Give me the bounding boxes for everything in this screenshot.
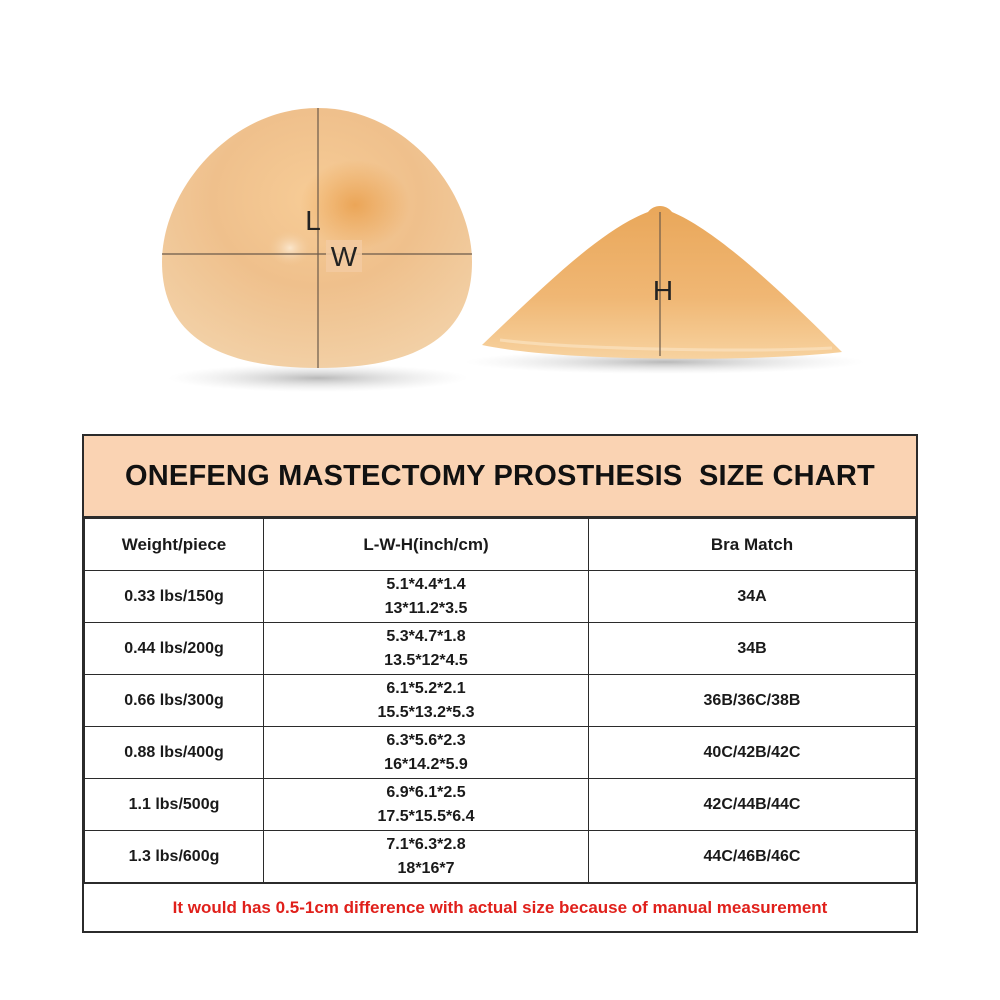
bra-match-cell: 42C/44B/44C: [588, 778, 916, 831]
bra-match-cell: 34A: [588, 570, 916, 623]
dimensions-cell: 6.3*5.6*2.3 16*14.2*5.9: [263, 726, 589, 779]
dimensions-cell: 6.1*5.2*2.1 15.5*13.2*5.3: [263, 674, 589, 727]
length-label: L: [305, 205, 321, 236]
dimensions-inch: 7.1*6.3*2.8: [386, 835, 466, 853]
weight-cell: 1.3 lbs/600g: [84, 830, 264, 883]
dimensions-inch: 5.3*4.7*1.8: [386, 627, 466, 645]
dimensions-cell: 5.3*4.7*1.8 13.5*12*4.5: [263, 622, 589, 675]
dimensions-inch: 6.1*5.2*2.1: [386, 679, 466, 697]
table-row: 0.66 lbs/300g 6.1*5.2*2.1 15.5*13.2*5.3 …: [84, 674, 916, 727]
right-prosthesis-body: [482, 206, 842, 359]
dimensions-cm: 17.5*15.5*6.4: [377, 807, 475, 825]
width-label: W: [331, 241, 358, 272]
table-header-row: Weight/piece L-W-H(inch/cm) Bra Match: [84, 518, 916, 571]
table-row: 1.1 lbs/500g 6.9*6.1*2.5 17.5*15.5*6.4 4…: [84, 778, 916, 831]
dimensions-inch: 6.3*5.6*2.3: [386, 731, 466, 749]
weight-cell: 0.44 lbs/200g: [84, 622, 264, 675]
height-label: H: [653, 275, 673, 306]
left-prosthesis: L W: [162, 108, 472, 392]
left-shadow: [168, 364, 468, 392]
column-header-weight: Weight/piece: [84, 518, 264, 571]
table-row: 0.44 lbs/200g 5.3*4.7*1.8 13.5*12*4.5 34…: [84, 622, 916, 675]
bra-match-cell: 40C/42B/42C: [588, 726, 916, 779]
weight-cell: 0.33 lbs/150g: [84, 570, 264, 623]
column-header-bra-match: Bra Match: [588, 518, 916, 571]
dimensions-cm: 13*11.2*3.5: [384, 599, 468, 617]
prosthesis-images: L W H: [162, 108, 865, 392]
dimensions-inch: 6.9*6.1*2.5: [386, 783, 466, 801]
left-tint: [300, 160, 410, 250]
bra-match-cell: 44C/46B/46C: [588, 830, 916, 883]
size-chart: ONEFENG MASTECTOMY PROSTHESIS SIZE CHART…: [82, 434, 918, 933]
dimensions-cm: 16*14.2*5.9: [384, 755, 468, 773]
dimensions-cm: 18*16*7: [397, 859, 455, 877]
left-prosthesis-body: [162, 108, 472, 368]
column-header-dimensions: L-W-H(inch/cm): [263, 518, 589, 571]
dimensions-cell: 7.1*6.3*2.8 18*16*7: [263, 830, 589, 883]
dimensions-cm: 13.5*12*4.5: [384, 651, 468, 669]
size-chart-title: ONEFENG MASTECTOMY PROSTHESIS SIZE CHART: [84, 436, 916, 518]
right-rim-highlight: [499, 338, 833, 352]
measurement-note: It would has 0.5-1cm difference with act…: [84, 883, 916, 931]
dimensions-cm: 15.5*13.2*5.3: [377, 703, 475, 721]
table-row: 1.3 lbs/600g 7.1*6.3*2.8 18*16*7 44C/46B…: [84, 830, 916, 883]
width-label-bg: [326, 240, 362, 272]
dimensions-cell: 5.1*4.4*1.4 13*11.2*3.5: [263, 570, 589, 623]
weight-cell: 1.1 lbs/500g: [84, 778, 264, 831]
right-prosthesis: H: [465, 206, 865, 374]
dimensions-cell: 6.9*6.1*2.5 17.5*15.5*6.4: [263, 778, 589, 831]
size-table: Weight/piece L-W-H(inch/cm) Bra Match 0.…: [84, 518, 916, 883]
weight-cell: 0.88 lbs/400g: [84, 726, 264, 779]
product-illustration: L W H: [0, 0, 1000, 420]
left-nipple: [268, 230, 312, 266]
bra-match-cell: 34B: [588, 622, 916, 675]
bra-match-cell: 36B/36C/38B: [588, 674, 916, 727]
weight-cell: 0.66 lbs/300g: [84, 674, 264, 727]
table-row: 0.33 lbs/150g 5.1*4.4*1.4 13*11.2*3.5 34…: [84, 570, 916, 623]
dimensions-inch: 5.1*4.4*1.4: [386, 575, 466, 593]
table-row: 0.88 lbs/400g 6.3*5.6*2.3 16*14.2*5.9 40…: [84, 726, 916, 779]
